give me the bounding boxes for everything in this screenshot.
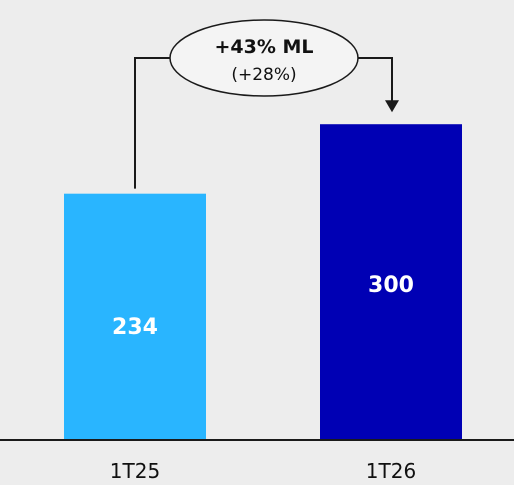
bar-value-label: 234 xyxy=(112,315,158,340)
x-tick-label: 1T26 xyxy=(366,459,416,483)
growth-arrow-head xyxy=(385,100,399,112)
growth-callout-sub: (+28%) xyxy=(231,65,296,85)
bar-value-label: 300 xyxy=(368,273,414,298)
growth-callout-main: +43% ML xyxy=(214,36,313,58)
x-tick-label: 1T25 xyxy=(110,459,160,483)
